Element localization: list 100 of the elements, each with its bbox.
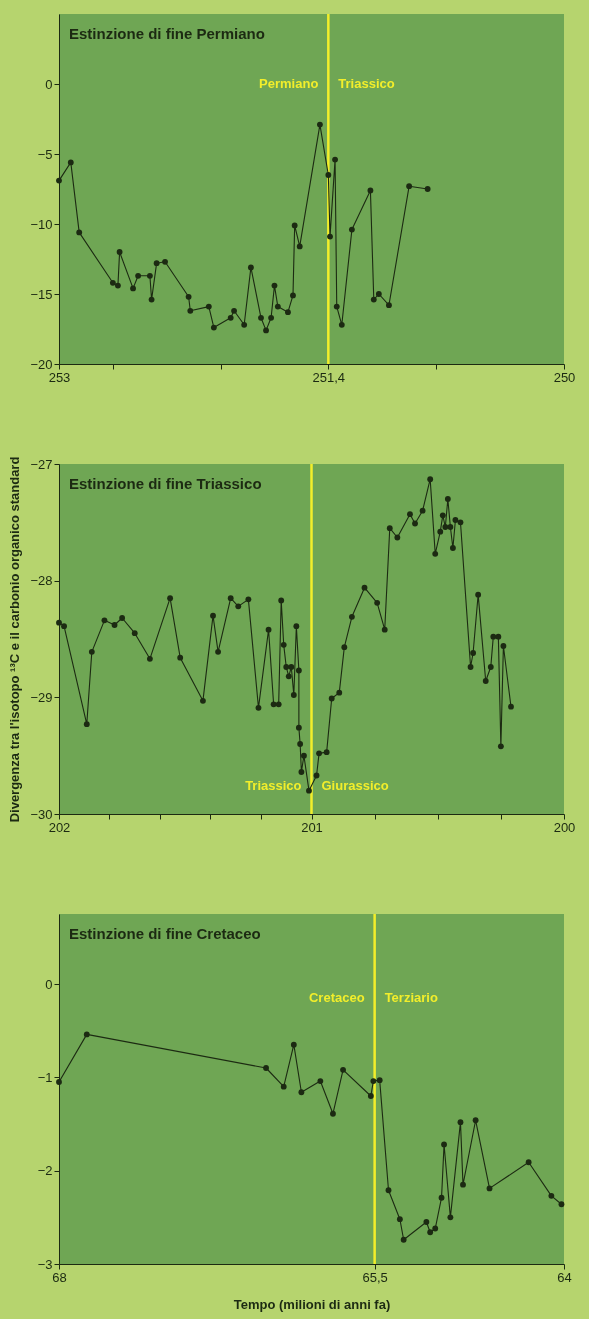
point — [263, 1065, 269, 1071]
point — [187, 307, 194, 314]
point — [460, 1181, 466, 1188]
point — [447, 1214, 454, 1221]
point — [423, 1219, 430, 1225]
text: Estinzione di fine Triassico — [69, 475, 262, 492]
y-tick-label: −28 — [30, 573, 53, 589]
point — [116, 249, 123, 255]
point — [385, 1187, 392, 1194]
point — [338, 321, 345, 328]
point — [185, 293, 192, 300]
point — [472, 1117, 479, 1124]
point — [457, 1119, 464, 1126]
point — [375, 291, 382, 297]
x-tick-label: 250 — [553, 369, 576, 385]
point — [325, 172, 332, 178]
point — [441, 1141, 447, 1148]
y-tick-label: −30 — [30, 806, 53, 822]
annotation: Triassico — [245, 778, 302, 793]
y-tick-label: −20 — [30, 356, 53, 372]
point — [280, 1083, 287, 1090]
point — [317, 121, 323, 128]
y-tick-label: −29 — [30, 689, 53, 705]
x-tick-label: 200 — [553, 819, 576, 835]
point — [370, 296, 377, 303]
point — [290, 1041, 297, 1048]
point — [298, 1089, 305, 1096]
annotation: Cretaceo — [308, 990, 365, 1005]
point — [317, 1078, 324, 1084]
y-tick-label: −10 — [30, 216, 53, 232]
y-tick-label: −3 — [37, 1256, 53, 1272]
point — [76, 229, 83, 236]
point — [135, 272, 142, 279]
point — [333, 303, 340, 310]
point — [146, 272, 153, 279]
text: Estinzione di fine Cretaceo — [69, 925, 261, 942]
x-axis-title: Tempo (milioni di anni fa) — [233, 1296, 391, 1312]
point — [210, 324, 217, 331]
x-tick-label: 253 — [48, 369, 71, 385]
x-tick-label: 68 — [52, 1269, 67, 1285]
point — [274, 303, 281, 310]
text: Estinzione di fine Permiano — [69, 25, 265, 42]
y-tick-label: 0 — [45, 76, 53, 92]
point — [406, 183, 413, 190]
x-tick-label: 65,5 — [362, 1269, 388, 1285]
point — [327, 233, 333, 240]
x-tick-label: 202 — [48, 819, 71, 835]
point — [332, 156, 338, 163]
point — [367, 1093, 374, 1099]
point — [424, 186, 431, 192]
point — [130, 285, 136, 292]
point — [268, 314, 275, 321]
point — [285, 309, 291, 316]
point — [558, 1201, 565, 1208]
point — [291, 222, 298, 229]
point — [367, 187, 374, 194]
point — [109, 279, 116, 286]
point — [56, 177, 62, 184]
point — [386, 302, 392, 309]
annotation: Giurassico — [321, 778, 389, 793]
y-tick-label: −15 — [30, 286, 53, 302]
point — [148, 296, 155, 303]
y-tick-label: −2 — [37, 1163, 53, 1179]
point — [486, 1185, 493, 1192]
point — [400, 1236, 407, 1243]
y-tick-label: −5 — [37, 146, 53, 162]
point — [438, 1194, 445, 1201]
point — [56, 1079, 62, 1085]
y-tick-label: −1 — [37, 1069, 53, 1085]
point — [205, 303, 212, 310]
point — [263, 327, 269, 334]
point — [162, 258, 168, 265]
point — [340, 1066, 346, 1073]
point — [271, 282, 278, 289]
annotation: Terziario — [384, 990, 438, 1005]
point — [427, 1229, 434, 1236]
point — [258, 314, 264, 321]
y-axis-title: Divergenza tra l'isotopo ¹³C e il carbonio organico standard — [7, 456, 23, 823]
point — [83, 1031, 90, 1038]
point — [247, 264, 254, 271]
y-tick-label: 0 — [45, 976, 53, 992]
point — [548, 1192, 555, 1199]
point — [153, 260, 160, 267]
point — [67, 159, 74, 166]
x-tick-label: 201 — [301, 819, 323, 835]
point — [432, 1225, 439, 1232]
point — [396, 1216, 403, 1223]
point — [370, 1078, 377, 1084]
point — [348, 226, 355, 233]
point — [290, 292, 296, 299]
point — [330, 1110, 336, 1117]
point — [231, 307, 237, 314]
y-tick-label: −27 — [30, 456, 53, 472]
annotation: Triassico — [338, 76, 395, 91]
x-tick-label: 251,4 — [312, 369, 346, 385]
point — [525, 1159, 532, 1166]
annotation: Permiano — [259, 76, 319, 91]
point — [115, 282, 121, 289]
x-tick-label: 64 — [557, 1269, 572, 1285]
point — [227, 314, 234, 321]
